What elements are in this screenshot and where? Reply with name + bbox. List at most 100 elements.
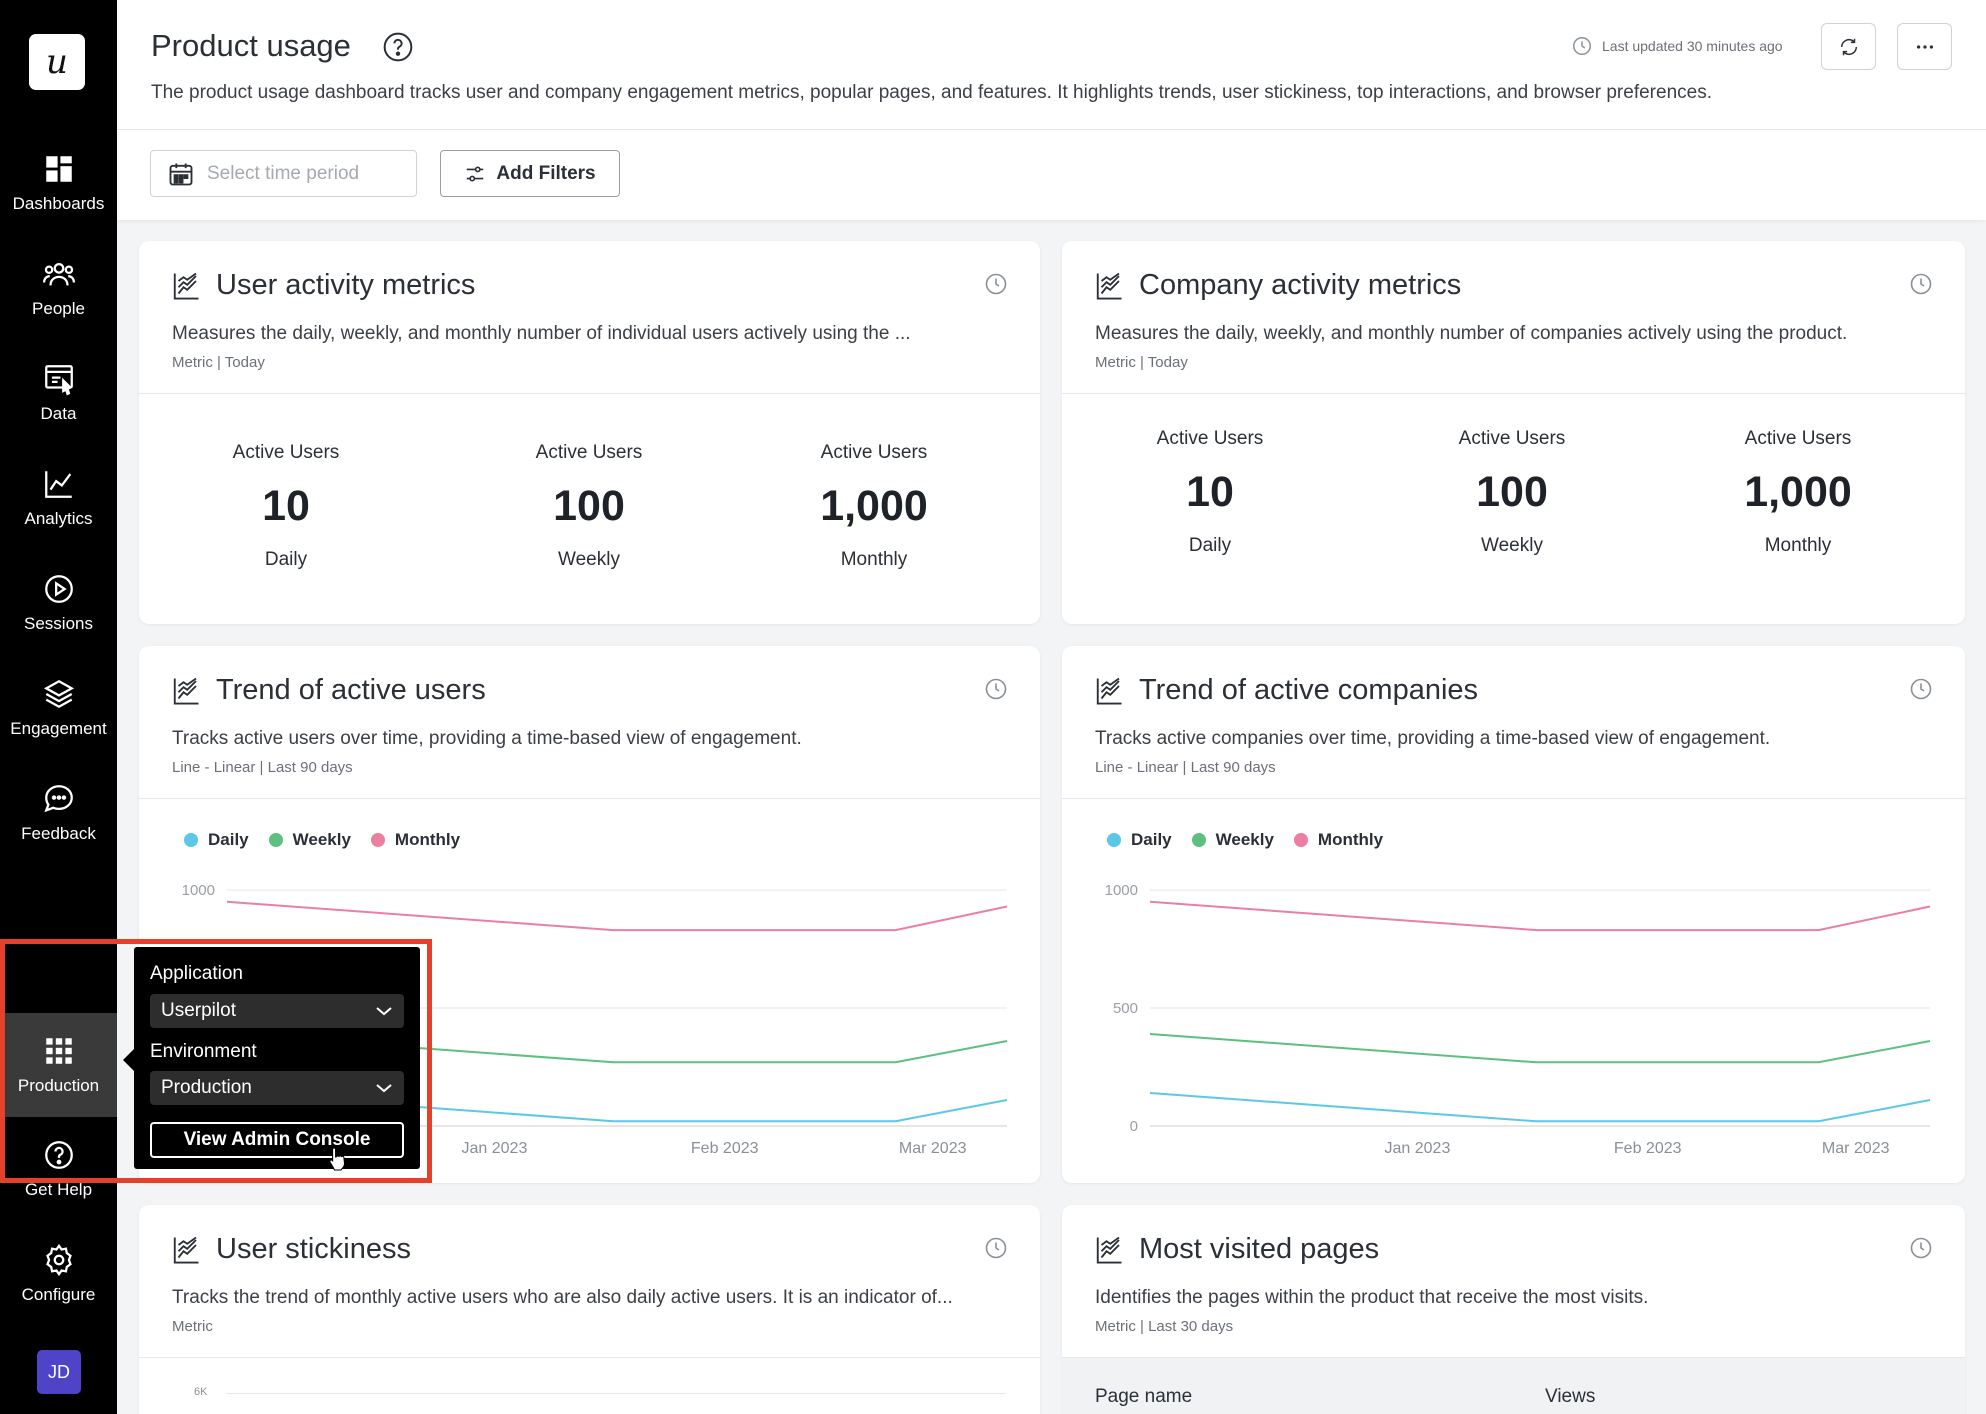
clock-icon[interactable]	[1909, 272, 1933, 296]
metric-monthly: Active Users 1,000 Monthly	[1668, 428, 1928, 557]
environment-value: Production	[161, 1077, 252, 1098]
sidebar-item-get-help[interactable]: Get Help	[0, 1124, 117, 1214]
layers-icon	[43, 679, 74, 709]
sidebar-item-label: Data	[40, 404, 77, 423]
metric-value: 1,000	[1744, 468, 1852, 516]
sidebar-item-dashboards[interactable]: Dashboards	[0, 138, 117, 228]
series-line-weekly	[1149, 1032, 1931, 1064]
last-updated: Last updated 30 minutes ago	[1571, 35, 1783, 57]
refresh-button[interactable]	[1821, 23, 1876, 70]
add-filters-button[interactable]: Add Filters	[440, 150, 620, 197]
y-tick-label: 1000	[1105, 882, 1138, 899]
legend-label: Monthly	[1317, 830, 1384, 849]
gridline	[226, 1393, 1006, 1394]
card-description: Tracks the trend of monthly active users…	[172, 1287, 953, 1308]
legend-item-weekly[interactable]: Weekly	[1191, 830, 1274, 850]
page-description: The product usage dashboard tracks user …	[151, 82, 1712, 103]
series-line-monthly	[226, 900, 1008, 932]
legend-item-daily[interactable]: Daily	[1107, 830, 1172, 850]
question-icon[interactable]	[382, 31, 414, 63]
legend-item-monthly[interactable]: Monthly	[1293, 830, 1384, 850]
sidebar-item-label: Analytics	[24, 509, 93, 528]
chart-icon	[1096, 272, 1122, 300]
clock-icon[interactable]	[1909, 1236, 1933, 1260]
metric-value: 100	[1476, 468, 1548, 516]
application-label: Application	[150, 963, 243, 984]
metric-label: Active Users	[820, 442, 928, 463]
card-description: Identifies the pages within the product …	[1095, 1287, 1649, 1308]
avatar[interactable]: JD	[37, 1350, 81, 1394]
metric-daily: Active Users 10 Daily	[1080, 428, 1340, 557]
y-tick-label: 1000	[182, 882, 215, 899]
x-tick-label: Feb 2023	[691, 1140, 759, 1157]
sidebar-item-label: People	[32, 299, 85, 318]
chart-icon	[173, 677, 199, 705]
userpilot-logo[interactable]: u	[29, 34, 85, 90]
clock-icon[interactable]	[984, 1236, 1008, 1260]
card-meta: Metric	[172, 1318, 213, 1335]
legend-label: Weekly	[292, 830, 351, 849]
series-line-weekly	[226, 1032, 1008, 1064]
gear-icon	[45, 1243, 72, 1277]
metric-label: Active Users	[1156, 428, 1264, 449]
chart-icon	[173, 272, 199, 300]
card-meta: Line - Linear | Last 90 days	[172, 759, 353, 776]
time-period-input[interactable]: Select time period	[150, 150, 417, 197]
environment-popover: Application Userpilot Environment Produc…	[134, 947, 420, 1169]
legend-label: Daily	[1131, 830, 1172, 849]
metric-period: Monthly	[1764, 535, 1832, 556]
sidebar-item-sessions[interactable]: Sessions	[0, 558, 117, 648]
legend-label: Monthly	[394, 830, 461, 849]
clock-icon[interactable]	[984, 677, 1008, 701]
card-meta: Metric | Today	[1095, 354, 1188, 371]
series-line-monthly	[1149, 900, 1931, 932]
trend-companies-chart[interactable]: 0 500 1000 Jan 2023 Feb 2023 Mar 2023	[1062, 646, 1965, 1183]
metric-period: Weekly	[558, 549, 620, 570]
sidebar-item-label: Engagement	[10, 719, 107, 738]
legend-label: Weekly	[1215, 830, 1274, 849]
card-header: Trend of active companies Tracks active …	[1062, 646, 1965, 799]
card-meta: Metric | Today	[172, 354, 265, 371]
view-admin-console-button[interactable]: View Admin Console	[150, 1122, 404, 1158]
sidebar-item-configure[interactable]: Configure	[0, 1229, 117, 1319]
card-description: Measures the daily, weekly, and monthly …	[172, 323, 911, 344]
clock-icon	[1573, 37, 1591, 55]
metric-label: Active Users	[232, 442, 340, 463]
sidebar-item-people[interactable]: People	[0, 243, 117, 333]
application-value: Userpilot	[161, 1000, 236, 1021]
clock-icon[interactable]	[984, 272, 1008, 296]
column-header-page-name[interactable]: Page name	[1095, 1386, 1193, 1407]
metric-period: Weekly	[1481, 535, 1543, 556]
metric-weekly: Active Users 100 Weekly	[1382, 428, 1642, 557]
clock-icon[interactable]	[1909, 677, 1933, 701]
sidebar-item-feedback[interactable]: Feedback	[0, 768, 117, 858]
environment-select[interactable]: Production	[150, 1071, 404, 1105]
refresh-icon	[1840, 38, 1857, 55]
company-activity-card: Company activity metrics Measures the da…	[1062, 241, 1965, 624]
sidebar-item-engagement[interactable]: Engagement	[0, 663, 117, 753]
sidebar-item-analytics[interactable]: Analytics	[0, 453, 117, 543]
more-options-button[interactable]	[1897, 23, 1952, 70]
legend-item-weekly[interactable]: Weekly	[268, 830, 351, 850]
sidebar-item-label: Dashboards	[12, 194, 105, 213]
column-header-views[interactable]: Views	[1545, 1386, 1596, 1407]
card-title: Trend of active companies	[1139, 674, 1479, 706]
application-select[interactable]: Userpilot	[150, 994, 404, 1028]
metric-monthly: Active Users 1,000 Monthly	[744, 442, 1004, 571]
legend-item-monthly[interactable]: Monthly	[370, 830, 461, 850]
sidebar-item-production[interactable]: Production	[0, 1013, 117, 1117]
x-tick-label: Mar 2023	[899, 1140, 967, 1157]
legend-item-daily[interactable]: Daily	[184, 830, 249, 850]
card-meta: Line - Linear | Last 90 days	[1095, 759, 1276, 776]
card-title: Company activity metrics	[1139, 269, 1462, 301]
y-tick-label: 500	[1113, 1000, 1138, 1017]
time-period-placeholder: Select time period	[207, 162, 360, 184]
card-header: Trend of active users Tracks active user…	[139, 646, 1040, 799]
card-description: Tracks active users over time, providing…	[172, 728, 802, 749]
legend-swatch	[370, 833, 385, 847]
help-icon	[44, 1141, 73, 1169]
legend-swatch	[1191, 833, 1206, 847]
legend-swatch	[1293, 833, 1308, 847]
more-icon	[1916, 44, 1933, 49]
sidebar-item-data[interactable]: Data	[0, 348, 117, 438]
